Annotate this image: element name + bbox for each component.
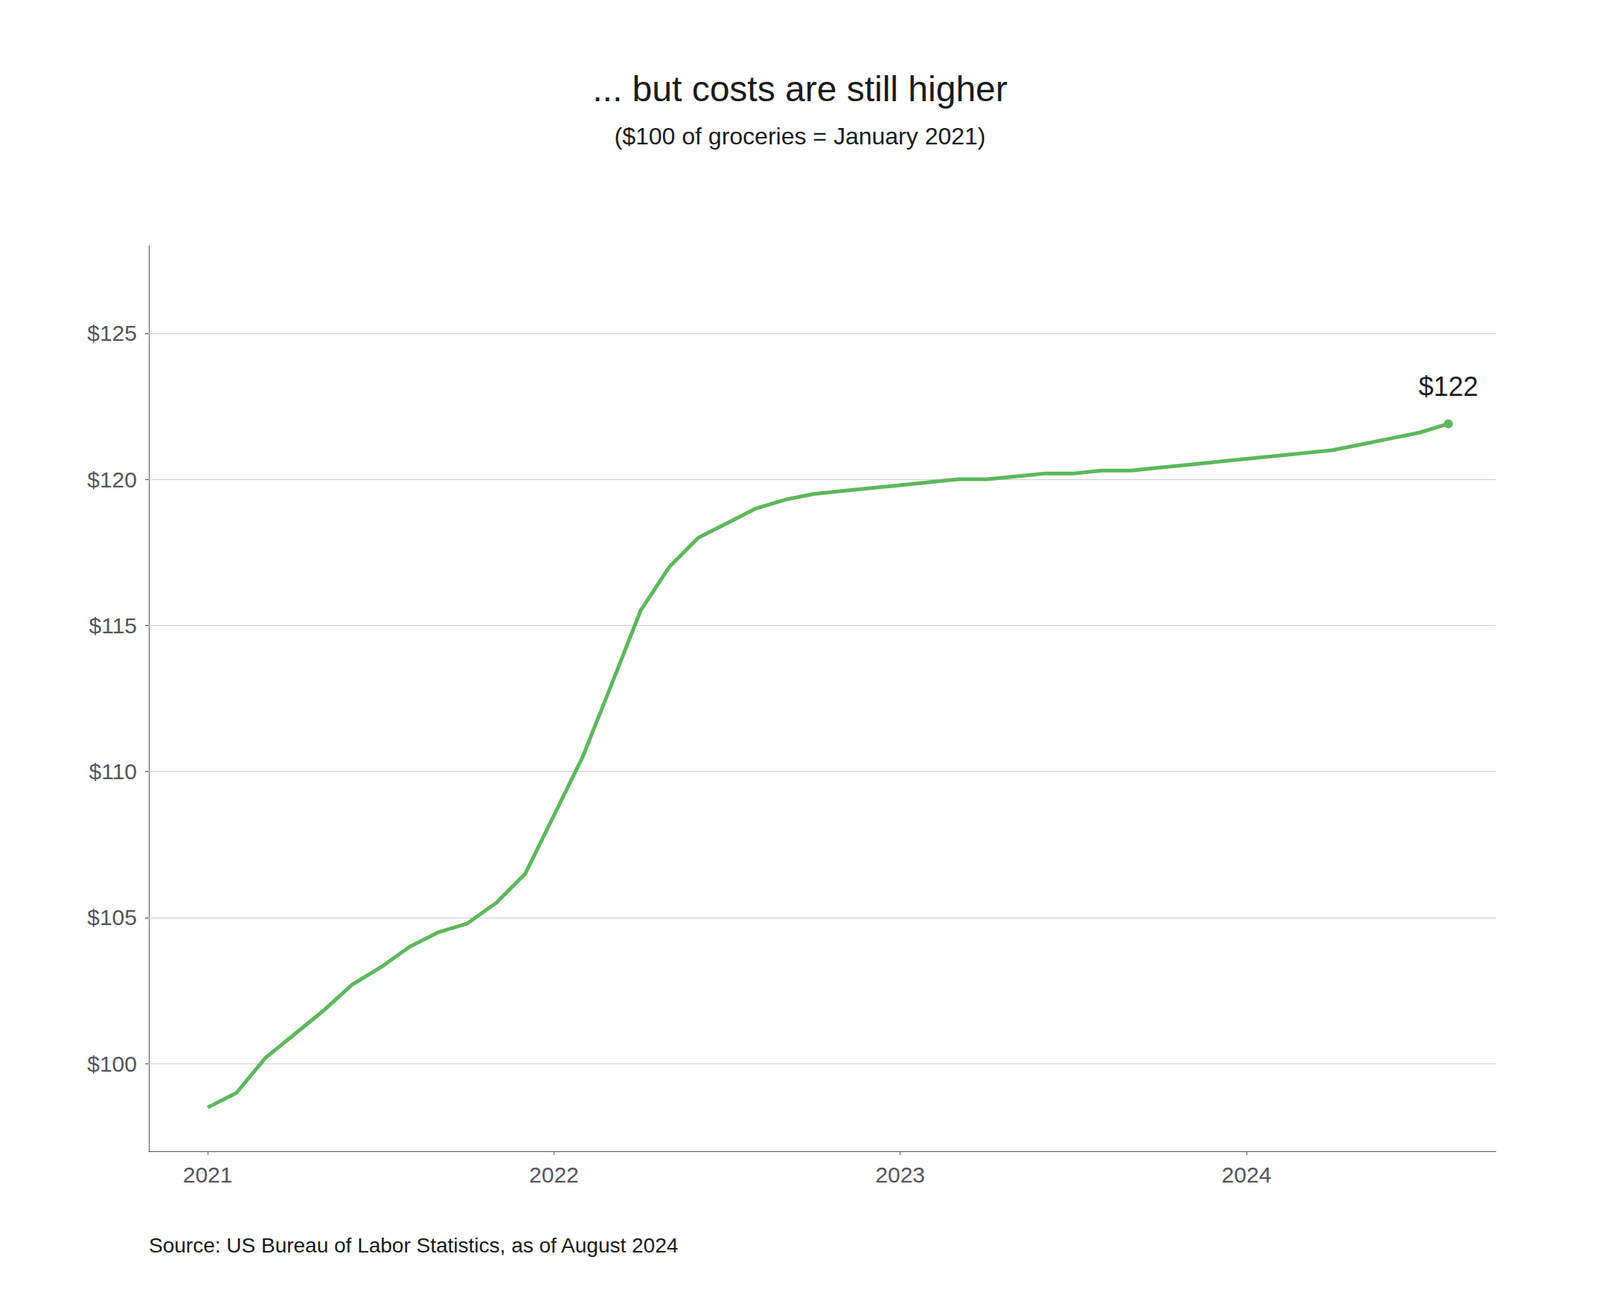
svg-text:2022: 2022 [529,1162,579,1187]
svg-text:2024: 2024 [1221,1162,1272,1187]
svg-text:$122: $122 [1418,371,1478,402]
svg-text:$125: $125 [87,320,137,346]
svg-text:Source: US Bureau of Labor Sta: Source: US Bureau of Labor Statistics, a… [148,1233,678,1257]
svg-text:$115: $115 [88,613,137,638]
svg-text:($100 of groceries = January 2: ($100 of groceries = January 2021) [614,122,987,150]
svg-text:$120: $120 [87,467,137,492]
svg-text:... but costs are still higher: ... but costs are still higher [592,69,1008,109]
svg-text:$110: $110 [88,759,137,784]
svg-text:$105: $105 [87,904,137,930]
svg-text:2021: 2021 [183,1162,233,1187]
svg-text:2023: 2023 [875,1162,926,1187]
svg-text:$100: $100 [87,1051,137,1077]
